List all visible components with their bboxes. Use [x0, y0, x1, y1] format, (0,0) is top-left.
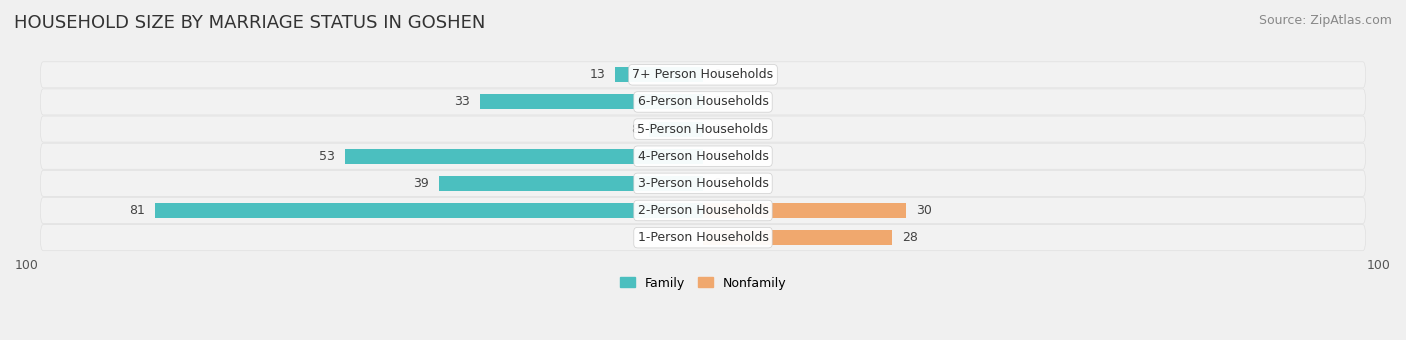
Text: 2-Person Households: 2-Person Households [637, 204, 769, 217]
Text: 53: 53 [319, 150, 335, 163]
FancyBboxPatch shape [41, 198, 1365, 223]
Bar [650, 122, 703, 137]
Text: 1-Person Households: 1-Person Households [637, 231, 769, 244]
FancyBboxPatch shape [27, 61, 1379, 89]
Text: 6-Person Households: 6-Person Households [637, 96, 769, 108]
Text: 3-Person Households: 3-Person Households [637, 177, 769, 190]
FancyBboxPatch shape [41, 170, 1365, 197]
Text: 13: 13 [589, 68, 605, 81]
FancyBboxPatch shape [27, 88, 1379, 116]
Text: HOUSEHOLD SIZE BY MARRIAGE STATUS IN GOSHEN: HOUSEHOLD SIZE BY MARRIAGE STATUS IN GOS… [14, 14, 485, 32]
Legend: Family, Nonfamily: Family, Nonfamily [614, 272, 792, 294]
Text: 5-Person Households: 5-Person Households [637, 123, 769, 136]
Text: 33: 33 [454, 96, 470, 108]
FancyBboxPatch shape [27, 115, 1379, 143]
Text: 0: 0 [713, 96, 721, 108]
Text: 39: 39 [413, 177, 429, 190]
Bar [344, 149, 703, 164]
Bar [156, 203, 703, 218]
Text: 81: 81 [129, 204, 145, 217]
Bar [703, 203, 905, 218]
FancyBboxPatch shape [41, 225, 1365, 251]
Bar [614, 67, 703, 82]
FancyBboxPatch shape [41, 62, 1365, 88]
Text: 0: 0 [713, 123, 721, 136]
FancyBboxPatch shape [41, 116, 1365, 142]
FancyBboxPatch shape [41, 143, 1365, 169]
FancyBboxPatch shape [41, 89, 1365, 115]
Text: 0: 0 [713, 177, 721, 190]
Text: 4-Person Households: 4-Person Households [637, 150, 769, 163]
Text: 0: 0 [713, 150, 721, 163]
Text: 30: 30 [915, 204, 932, 217]
FancyBboxPatch shape [27, 197, 1379, 225]
Bar [703, 230, 893, 245]
Text: 0: 0 [713, 68, 721, 81]
Bar [439, 176, 703, 191]
FancyBboxPatch shape [27, 223, 1379, 252]
FancyBboxPatch shape [27, 142, 1379, 170]
Bar [479, 95, 703, 109]
Text: 7+ Person Households: 7+ Person Households [633, 68, 773, 81]
FancyBboxPatch shape [27, 169, 1379, 198]
Text: 28: 28 [903, 231, 918, 244]
Text: 8: 8 [631, 123, 638, 136]
Text: Source: ZipAtlas.com: Source: ZipAtlas.com [1258, 14, 1392, 27]
